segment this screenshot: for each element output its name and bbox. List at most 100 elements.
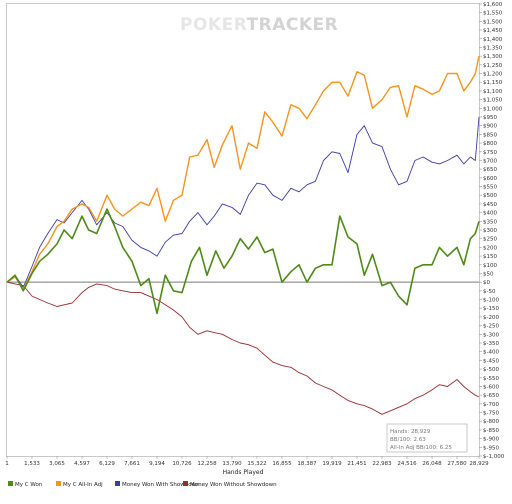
y-tick-label: $-750 [483, 411, 499, 417]
y-tick-label: $900 [483, 124, 497, 130]
y-tick-label: $1,600 [483, 2, 503, 8]
y-tick-label: $-50 [483, 289, 496, 295]
series-line-non-showdown [6, 281, 480, 415]
y-tick-label: $1,050 [483, 98, 503, 104]
y-tick-label: $350 [483, 219, 497, 225]
x-tick-label: 1 [5, 461, 9, 467]
y-tick-label: $-450 [483, 358, 499, 364]
x-tick-label: 6,129 [99, 461, 115, 467]
y-tick-label: $200 [483, 245, 497, 251]
y-tick-label: $-650 [483, 393, 499, 399]
y-tick-label: $1,450 [483, 28, 503, 34]
y-tick-label: $300 [483, 228, 497, 234]
legend-label: Money Won Without Showdown [190, 482, 277, 488]
y-tick-label: $1,300 [483, 54, 503, 60]
y-tick-label: $550 [483, 185, 497, 191]
y-tick-label: $1,100 [483, 89, 503, 95]
y-tick-label: $850 [483, 132, 497, 138]
watermark-tracker: TRACKER [247, 15, 339, 35]
y-tick-label: $50 [483, 271, 494, 277]
y-tick-label: $-300 [483, 332, 499, 338]
y-tick-label: $-100 [483, 298, 499, 304]
y-tick-label: $950 [483, 115, 497, 121]
legend-label: My C All-In Adj [63, 482, 103, 488]
legend-swatch [115, 481, 120, 486]
series-line-all-in-adj [6, 56, 480, 290]
y-tick-label: $1,350 [483, 45, 503, 51]
y-tick-label: $500 [483, 193, 497, 199]
watermark-logo: POKERTRACKER [180, 15, 338, 35]
x-tick-label: 1,533 [24, 461, 40, 467]
y-tick-label: $750 [483, 150, 497, 156]
y-tick-label: $800 [483, 141, 497, 147]
watermark-poker: POKER [180, 15, 247, 35]
legend-label: My C Won [15, 482, 43, 488]
plot-frame [6, 3, 480, 457]
y-tick-label: $-600 [483, 384, 499, 390]
legend-swatch [56, 481, 61, 486]
y-tick-label: $0 [483, 280, 490, 286]
x-tick-label: 24,516 [397, 461, 417, 467]
series-layer [6, 56, 480, 415]
y-tick-label: $-800 [483, 419, 499, 425]
y-tick-label: $250 [483, 237, 497, 243]
y-tick-label: $-850 [483, 428, 499, 434]
y-tick-label: $400 [483, 211, 497, 217]
y-tick-label: $650 [483, 167, 497, 173]
x-tick-label: 12,258 [197, 461, 217, 467]
legend-item-my-c-won[interactable]: My C Won [8, 481, 43, 488]
y-tick-label: $-950 [483, 445, 499, 451]
legend-item-showdown[interactable]: Money Won With Showdown [115, 481, 200, 488]
y-axis: $1,600 $1,550 $1,500 $1,450 $1,400 $1,350 $1,3… [479, 2, 505, 460]
legend-item-non-showdown[interactable]: Money Won Without Showdown [183, 481, 277, 488]
y-tick-label: $-400 [483, 350, 499, 356]
x-tick-label: 21,451 [347, 461, 366, 467]
x-tick-label: 16,855 [272, 461, 292, 467]
x-tick-label: 18,387 [297, 461, 317, 467]
y-tick-label: $-550 [483, 376, 499, 382]
legend-item-all-in-adj[interactable]: My C All-In Adj [56, 481, 103, 488]
y-tick-label: $450 [483, 202, 497, 208]
stats-allin-bb100: All-In Adj BB/100: 6.25 [390, 445, 452, 451]
y-tick-label: $-500 [483, 367, 499, 373]
y-tick-label: $700 [483, 158, 497, 164]
y-tick-label: $100 [483, 263, 497, 269]
y-tick-label: $-200 [483, 315, 499, 321]
legend-swatch [183, 481, 188, 486]
y-tick-label: $-250 [483, 324, 499, 330]
y-tick-label: $1,200 [483, 72, 503, 78]
x-tick-label: 7,661 [124, 461, 140, 467]
y-tick-label: $1,400 [483, 37, 503, 43]
y-tick-label: $1,150 [483, 80, 503, 86]
y-tick-label: $1,000 [483, 106, 503, 112]
x-tick-label: 15,322 [247, 461, 266, 467]
y-tick-label: $600 [483, 176, 497, 182]
stats-bb100: BB/100: 2.63 [390, 437, 426, 443]
stats-box: Hands: 28,929 BB/100: 2.63 All-In Adj BB… [386, 423, 468, 453]
legend-label: Money Won With Showdown [122, 482, 200, 488]
y-tick-label: $-700 [483, 402, 499, 408]
y-tick-label: $-900 [483, 437, 499, 443]
x-tick-label: 9,194 [149, 461, 165, 467]
y-tick-label: $-350 [483, 341, 499, 347]
x-tick-label: 10,726 [172, 461, 192, 467]
stats-box-frame [386, 423, 468, 453]
legend-swatch [8, 481, 13, 486]
series-line-my-c-won [6, 208, 480, 315]
y-tick-label: $1,550 [483, 11, 503, 17]
y-tick-label: $1,250 [483, 63, 503, 69]
stats-hands: Hands: 28,929 [390, 429, 431, 435]
y-tick-label: $-1,000 [483, 454, 505, 460]
svg-text:POKERTRACKER: POKERTRACKER [180, 15, 338, 35]
x-tick-label: 26,048 [422, 461, 442, 467]
y-tick-label: $150 [483, 254, 497, 260]
series-line-showdown [6, 116, 480, 288]
legend: My C Won My C All-In Adj Money Won With Sh… [8, 481, 277, 488]
x-axis-title: Hands Played [223, 469, 264, 476]
y-tick-label: $1,500 [483, 19, 503, 25]
x-tick-label: 22,983 [372, 461, 392, 467]
x-tick-label: 19,919 [322, 461, 342, 467]
x-tick-label: 13,790 [222, 461, 242, 467]
